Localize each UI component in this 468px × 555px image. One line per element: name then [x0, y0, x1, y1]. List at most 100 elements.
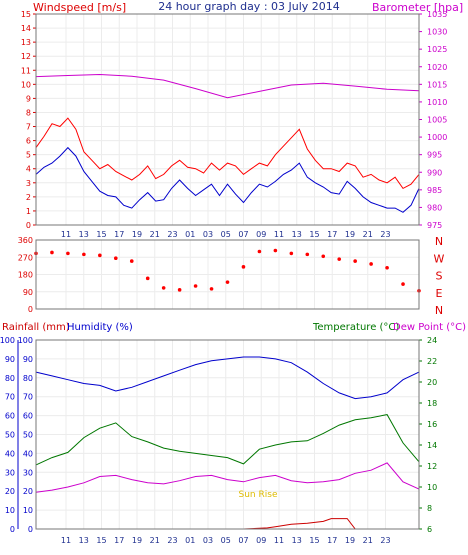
chart-title: 24 hour graph day : 03 July 2014: [158, 0, 340, 13]
x-tick-label: 19: [345, 536, 355, 545]
barometer-tick-label: 1030: [427, 28, 447, 37]
humidity-tick-label: 10: [23, 506, 33, 515]
x-tick-label: 19: [132, 536, 142, 545]
temperature-tick-label: 16: [427, 420, 437, 429]
humidity-tick-label: 50: [23, 431, 33, 440]
x-tick-label: 23: [380, 230, 390, 239]
x-tick-label: 13: [292, 536, 302, 545]
direction-point: [161, 286, 166, 290]
direction-point: [50, 250, 54, 255]
humidity-tick-label: 70: [23, 393, 33, 402]
x-tick-label: 13: [79, 536, 89, 545]
direction-point: [129, 259, 134, 263]
direction-tick-label: 90: [23, 288, 33, 297]
temperature-tick-label: 20: [427, 378, 437, 387]
barometer-tick-label: 995: [427, 151, 442, 160]
compass-label: N: [435, 304, 443, 317]
rainfall-tick-label: 20: [5, 487, 15, 496]
x-tick-label: 11: [61, 536, 71, 545]
direction-point: [82, 252, 86, 257]
direction-tick-label: 270: [18, 253, 33, 262]
barometer-tick-label: 1015: [427, 80, 447, 89]
windspeed-tick-label: 8: [26, 108, 31, 117]
x-tick-label: 21: [363, 536, 373, 545]
barometer-tick-label: 975: [427, 221, 442, 230]
humidity-tick-label: 20: [23, 487, 33, 496]
barometer-tick-label: 1025: [427, 45, 447, 54]
direction-point: [241, 265, 246, 269]
x-tick-label: 11: [61, 230, 71, 239]
x-tick-label: 17: [327, 230, 337, 239]
x-tick-label: 11: [274, 536, 284, 545]
x-tick-label: 07: [238, 536, 248, 545]
x-tick-label: 19: [345, 230, 355, 239]
series-line-gust: [35, 146, 420, 213]
windspeed-tick-label: 4: [26, 165, 31, 174]
compass-label: E: [436, 287, 443, 300]
barometer-tick-label: 1035: [427, 10, 447, 19]
temperature-axis-label: Temperature (°C): [312, 322, 399, 333]
humidity-tick-label: 90: [23, 355, 33, 364]
x-tick-label: 01: [185, 230, 195, 239]
x-tick-label: 15: [309, 230, 319, 239]
temperature-tick-label: 14: [427, 441, 437, 450]
windspeed-tick-label: 1: [26, 207, 31, 216]
barometer-tick-label: 1020: [427, 63, 447, 72]
barometer-tick-labels: 975 980 985 990 995 1000 1005 1010 1015 1020 1025 1…: [419, 10, 447, 230]
windspeed-axis-label: Windspeed [m/s]: [33, 1, 126, 14]
barometer-axis-label: Barometer [hpa]: [372, 1, 463, 14]
direction-panel-frame: [35, 239, 420, 310]
rainfall-tick-label: 10: [5, 506, 15, 515]
temperature-tick-label: 10: [427, 483, 437, 492]
direction-point: [257, 249, 262, 254]
x-tick-label: 15: [309, 536, 319, 545]
x-tick-label: 01: [185, 536, 195, 545]
temp-panel-x-tick-labels: 11 13 15 17 19 21 23 01 03 05 07 09 11 13 15 17 19 21 23: [61, 536, 391, 545]
x-tick-label: 03: [203, 536, 213, 545]
windspeed-tick-label: 13: [21, 38, 31, 47]
barometer-tick-label: 985: [427, 186, 442, 195]
series-line-rainfall: [36, 518, 419, 530]
humidity-tick-label: 40: [23, 449, 33, 458]
x-tick-label: 09: [256, 230, 266, 239]
x-tick-label: 17: [327, 536, 337, 545]
rainfall-tick-label: 50: [5, 431, 15, 440]
rainfall-tick-label: 0: [10, 525, 15, 534]
compass-label: N: [435, 235, 443, 248]
x-tick-label: 17: [114, 230, 124, 239]
temperature-tick-label: 18: [427, 399, 437, 408]
windspeed-tick-label: 15: [21, 10, 31, 19]
humidity-tick-label: 80: [23, 374, 33, 383]
wind-panel-grid: [36, 13, 419, 226]
windspeed-tick-label: 2: [26, 193, 31, 202]
temp-panel-frame: [35, 339, 420, 530]
direction-point: [177, 288, 182, 292]
x-tick-label: 19: [132, 230, 142, 239]
direction-point: [305, 252, 310, 257]
x-tick-label: 21: [150, 230, 160, 239]
series-line-humidity: [35, 356, 420, 400]
humidity-tick-label: 30: [23, 468, 33, 477]
temperature-tick-label: 12: [427, 462, 437, 471]
x-tick-label: 21: [363, 230, 373, 239]
direction-points: [34, 248, 421, 293]
direction-tick-label: 360: [18, 236, 33, 245]
windspeed-tick-label: 14: [21, 24, 31, 33]
direction-point: [66, 251, 70, 256]
direction-point: [385, 265, 389, 270]
x-tick-label: 05: [221, 230, 231, 239]
rainfall-tick-label: 40: [5, 449, 15, 458]
temperature-tick-label: 22: [427, 357, 437, 366]
rainfall-tick-label: 80: [5, 374, 15, 383]
direction-point: [209, 287, 214, 291]
humidity-tick-label: 60: [23, 412, 33, 421]
temperature-tick-label: 24: [427, 336, 437, 345]
wind-panel-x-tick-labels: 11 13 15 17 19 21 23 01 03 05 07 09 11 13 15 17 19 21 23: [61, 230, 391, 239]
barometer-tick-label: 1010: [427, 98, 447, 107]
barometer-tick-label: 980: [427, 203, 442, 212]
x-tick-label: 11: [274, 230, 284, 239]
windspeed-tick-label: 12: [21, 52, 31, 61]
direction-point: [145, 276, 150, 281]
